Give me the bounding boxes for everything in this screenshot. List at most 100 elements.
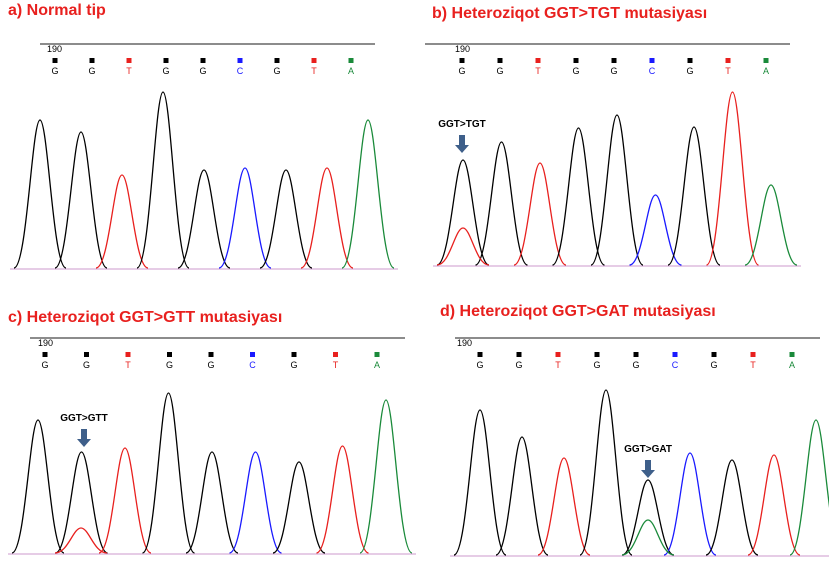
trace-peak [186,452,238,553]
base-marker [292,352,297,357]
base-marker [536,58,541,63]
trace-peak [476,142,528,265]
trace-peak [178,170,230,268]
panel-title: b) Heteroziqot GGT>TGT mutasiyası [432,5,707,22]
trace-peak [12,420,64,553]
trace-peak [437,228,489,265]
trace-peak [342,120,394,268]
base-letter: A [348,66,354,76]
trace-peak [99,448,151,553]
base-letter: G [41,360,48,370]
base-letter: G [290,360,297,370]
base-marker [478,352,483,357]
base-letter: A [789,360,795,370]
base-letter: G [162,66,169,76]
trace-peak [454,410,506,555]
base-letter: G [496,66,503,76]
base-marker [312,58,317,63]
base-marker [53,58,58,63]
trace-peak [496,437,548,555]
trace-peak [664,453,716,555]
base-letter: G [83,360,90,370]
base-marker [275,58,280,63]
base-marker [751,352,756,357]
panel-title: a) Normal tip [8,2,106,19]
trace-peak [260,170,312,268]
base-marker [250,352,255,357]
base-marker [612,58,617,63]
mutation-label: GGT>GAT [624,444,672,455]
trace-peak [668,127,720,265]
trace-peak [137,92,189,268]
base-letter: A [763,66,769,76]
base-letter: G [88,66,95,76]
base-letter: T [535,66,541,76]
trace-peak [230,452,282,553]
base-marker [673,352,678,357]
base-letter: G [207,360,214,370]
base-marker [127,58,132,63]
base-letter: T [333,360,339,370]
base-marker [688,58,693,63]
base-letter: C [672,360,679,370]
base-letter: G [686,66,693,76]
base-letter: T [725,66,731,76]
base-letter: G [710,360,717,370]
base-marker [498,58,503,63]
base-letter: G [515,360,522,370]
trace-peak [273,462,325,553]
base-letter: G [166,360,173,370]
trace-peak [591,115,643,265]
trace-peak [317,446,369,553]
base-marker [764,58,769,63]
position-label: 190 [455,44,470,54]
trace-peak [219,168,271,268]
mutation-label: GGT>GTT [60,413,108,424]
figure: a) Normal tip 190 G G T G G C G T Ab) Heteroziqot … [0,0,829,561]
base-marker [90,58,95,63]
base-marker [517,352,522,357]
base-letter: T [750,360,756,370]
base-letter: G [476,360,483,370]
arrow [641,460,655,478]
trace-peak [706,460,758,555]
trace-peak [437,160,489,265]
base-letter: G [610,66,617,76]
base-letter: G [572,66,579,76]
position-label: 190 [47,44,62,54]
base-marker [375,352,380,357]
trace-peak [538,458,590,555]
base-letter: A [374,360,380,370]
base-letter: G [273,66,280,76]
base-marker [349,58,354,63]
trace-peak [707,92,759,265]
trace-peak [143,393,195,553]
base-letter: C [249,360,256,370]
base-marker [790,352,795,357]
trace-peak [790,420,829,555]
base-letter: T [311,66,317,76]
trace-peak [55,132,107,268]
base-letter: G [199,66,206,76]
trace-peak [622,520,674,555]
base-marker [167,352,172,357]
base-marker [460,58,465,63]
position-label: 190 [457,338,472,348]
base-marker [574,58,579,63]
trace-peak [96,175,148,268]
base-marker [726,58,731,63]
trace-peak [56,452,108,553]
base-marker [126,352,131,357]
trace-peak [360,400,412,553]
mutation-label: GGT>TGT [438,119,486,130]
base-marker [201,58,206,63]
arrow [455,135,469,153]
base-marker [164,58,169,63]
base-letter: G [593,360,600,370]
position-label: 190 [38,338,53,348]
base-letter: G [632,360,639,370]
base-letter: C [237,66,244,76]
trace-peak [553,128,605,265]
trace-peak [14,120,66,268]
base-marker [238,58,243,63]
